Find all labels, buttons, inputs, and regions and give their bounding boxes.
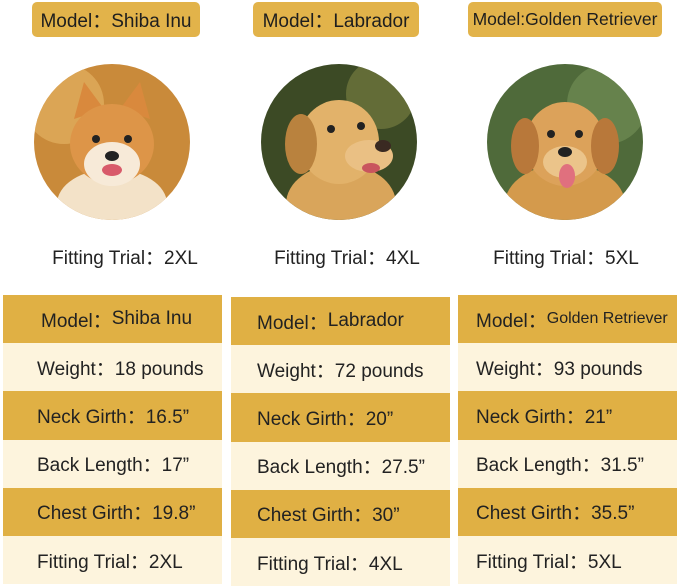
fitting-trial-row: Fitting Trial：2XL	[3, 535, 222, 585]
shiba-inu-photo	[34, 64, 190, 220]
model-label-golden: Model:Golden Retriever	[468, 2, 662, 37]
chest-girth-row: Chest Girth：30”	[231, 489, 450, 538]
neck-girth-row: Neck Girth：21”	[458, 391, 677, 440]
chest-girth-row: Chest Girth：19.8”	[3, 487, 222, 536]
model-label-shiba: Model：Shiba Inu	[32, 2, 200, 37]
model-row: Model： Shiba Inu	[3, 295, 222, 344]
neck-girth-row: Neck Girth：16.5”	[3, 391, 222, 440]
weight-row: Weight：93 pounds	[458, 343, 677, 392]
back-length-row: Back Length：31.5”	[458, 439, 677, 488]
model-prefix: Model：	[476, 310, 547, 332]
fitting-trial-row: Fitting Trial：5XL	[458, 535, 677, 585]
neck-girth-row: Neck Girth：20”	[231, 393, 450, 442]
fitting-trial-golden: Fitting Trial：5XL	[493, 248, 639, 269]
model-label-labrador: Model：Labrador	[253, 2, 419, 37]
spec-table-shiba: Model： Shiba Inu Weight：18 pounds Neck Gi…	[3, 295, 222, 585]
chest-girth-row: Chest Girth：35.5”	[458, 487, 677, 536]
back-length-row: Back Length：27.5”	[231, 441, 450, 490]
model-prefix: Model：	[41, 310, 112, 332]
spec-table-labrador: Model： Labrador Weight：72 pounds Neck Gir…	[231, 297, 450, 586]
model-row: Model： Golden Retriever	[458, 295, 677, 344]
weight-row: Weight：18 pounds	[3, 343, 222, 392]
fitting-trial-shiba: Fitting Trial：2XL	[52, 248, 198, 269]
model-value: Labrador	[327, 310, 404, 332]
labrador-photo	[261, 64, 417, 220]
model-value: Golden Retriever	[546, 310, 668, 328]
model-prefix: Model：	[257, 312, 328, 334]
fitting-trial-labrador: Fitting Trial：4XL	[274, 248, 420, 269]
model-value: Shiba Inu	[111, 308, 193, 330]
spec-table-golden: Model： Golden Retriever Weight：93 pounds …	[458, 295, 677, 585]
weight-row: Weight：72 pounds	[231, 345, 450, 394]
model-row: Model： Labrador	[231, 297, 450, 346]
golden-retriever-photo	[487, 64, 643, 220]
back-length-row: Back Length：17”	[3, 439, 222, 488]
fitting-trial-row: Fitting Trial：4XL	[231, 537, 450, 586]
